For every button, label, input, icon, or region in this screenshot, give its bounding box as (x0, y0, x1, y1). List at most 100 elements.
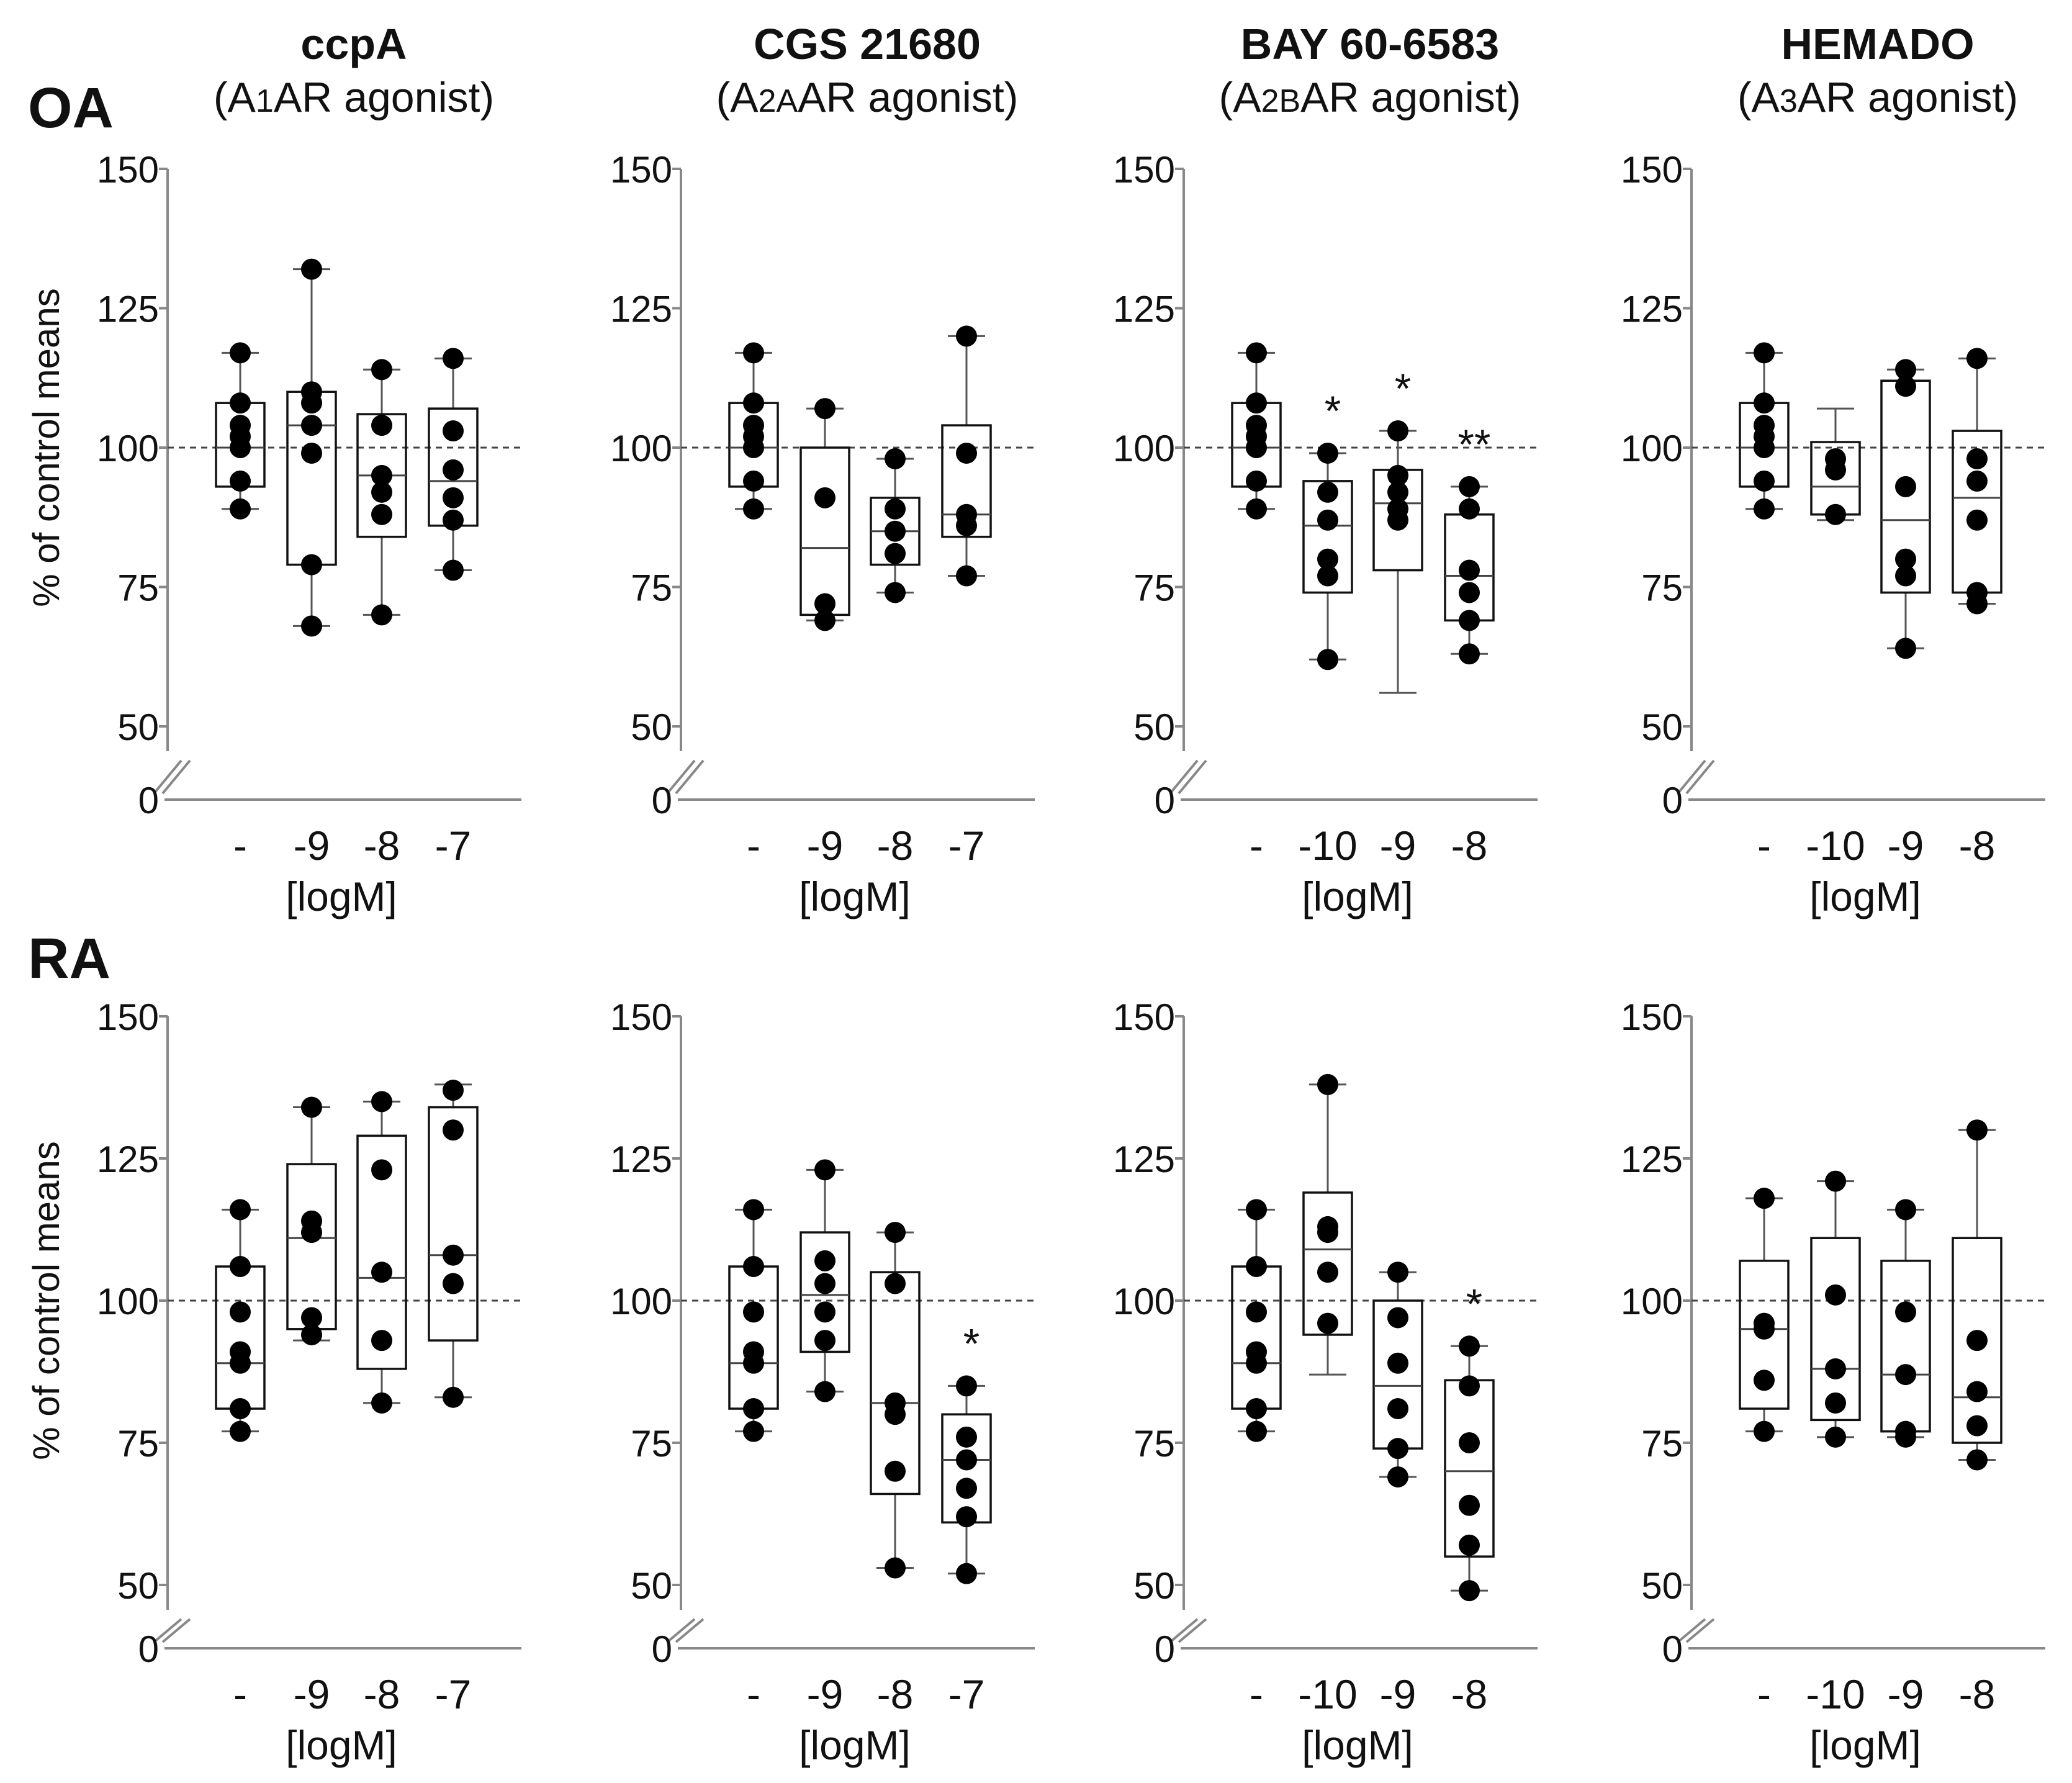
panel-ra-1: 0 50 75 100 125 150 - -9 -8 -7 [logM] (97, 996, 521, 1768)
data-point (814, 610, 836, 631)
data-point (230, 470, 251, 492)
box-iqr (1444, 1379, 1495, 1558)
x-tick-label: -10 (1298, 823, 1357, 869)
data-point (371, 359, 392, 381)
panels: OA % of control means RA % of control means… (25, 76, 2045, 1768)
data-point (443, 487, 464, 508)
x-tick-label: -8 (877, 1671, 914, 1717)
x-tick-label: - (1757, 1671, 1771, 1717)
y-tick-label: 150 (1621, 996, 1683, 1038)
data-point (956, 1506, 977, 1528)
box-iqr (1302, 480, 1353, 594)
y-tick-label: 100 (97, 428, 159, 469)
data-point (443, 559, 464, 581)
data-point (1246, 498, 1267, 520)
data-point (956, 515, 977, 536)
x-tick-label: -9 (1380, 823, 1417, 869)
y-axis-label: % of control means (25, 1141, 67, 1460)
x-axis-label: [logM] (799, 1722, 911, 1768)
y-tick-label: 125 (97, 1139, 159, 1180)
y-tick-label: 50 (117, 1565, 159, 1607)
data-point (743, 392, 764, 414)
x-tick-label: -7 (948, 1671, 985, 1717)
y-tick-label: 100 (610, 1281, 672, 1322)
data-point (1459, 1375, 1480, 1397)
data-point (371, 1392, 392, 1414)
data-point (443, 1119, 464, 1141)
data-point (1754, 1318, 1775, 1340)
data-point (814, 1301, 836, 1323)
y-tick-label: 50 (631, 1565, 672, 1607)
x-tick-label: - (747, 823, 760, 869)
x-tick-label: -8 (364, 1671, 400, 1717)
box-group: - (215, 1199, 266, 1717)
data-point (301, 1222, 322, 1244)
data-point (1895, 638, 1916, 659)
y-tick-label: 100 (1621, 428, 1683, 469)
data-point (743, 1256, 764, 1278)
data-point (230, 1352, 251, 1374)
data-point (1825, 1426, 1846, 1448)
data-point (1317, 509, 1338, 531)
axis-break-mark (1677, 1618, 1706, 1643)
y-tick-label: 50 (1641, 1565, 1683, 1607)
data-point (1825, 503, 1846, 525)
x-tick-label: -10 (1806, 1671, 1865, 1717)
data-point (956, 1375, 977, 1397)
data-point (743, 1301, 764, 1323)
y-tick-label: 75 (631, 567, 672, 609)
box-group: -9 (1372, 1262, 1423, 1717)
y-tick-label: 50 (1133, 1565, 1175, 1607)
axis-break-mark (153, 759, 182, 795)
data-point (1895, 548, 1916, 570)
data-point (301, 258, 322, 280)
data-point (1317, 548, 1338, 570)
data-point (1825, 1392, 1846, 1414)
data-point (1387, 1262, 1408, 1283)
data-point (1895, 565, 1916, 587)
y-tick-label: 125 (610, 1139, 672, 1180)
data-point (956, 1426, 977, 1448)
box-group: -9 (286, 1096, 337, 1717)
y-tick-label: 100 (610, 428, 672, 469)
x-tick-label: -8 (364, 823, 400, 869)
header-drug-name: HEMADO (1781, 20, 1974, 68)
data-point (885, 1273, 906, 1294)
y-tick-label: 0 (652, 780, 672, 821)
box-iqr (356, 1134, 407, 1370)
data-point (1459, 1432, 1480, 1453)
data-point (885, 498, 906, 520)
data-point (1246, 437, 1267, 458)
data-point (443, 1386, 464, 1408)
x-tick-label: -8 (1959, 823, 1996, 869)
data-point (1317, 1262, 1338, 1283)
y-tick-label: 0 (1155, 780, 1175, 821)
data-point (371, 1159, 392, 1181)
data-point (1459, 1580, 1480, 1602)
y-tick-label: 0 (1155, 1628, 1175, 1670)
x-tick-label: -9 (294, 823, 330, 869)
x-axis-label: [logM] (1302, 873, 1413, 919)
box-iqr (215, 1265, 266, 1410)
box-group: -7 (941, 325, 992, 869)
box-group: -8 (870, 448, 921, 869)
data-point (743, 470, 764, 492)
panel-ra-2: 0 50 75 100 125 150 - -9 -8 * -7 [logM] (610, 996, 1035, 1768)
data-point (371, 415, 392, 436)
box-group: - (1739, 342, 1790, 869)
data-point (443, 459, 464, 481)
data-point (1246, 470, 1267, 492)
data-point (1966, 448, 1988, 469)
data-point (1966, 1330, 1988, 1352)
box-group: - (1231, 342, 1282, 869)
y-axis-label: % of control means (25, 288, 67, 607)
axis-break-mark (666, 759, 696, 795)
data-point (1317, 481, 1338, 503)
data-point (1966, 509, 1988, 531)
data-point (885, 582, 906, 603)
x-tick-label: - (747, 1671, 760, 1717)
y-tick-label: 125 (97, 289, 159, 330)
data-point (1754, 470, 1775, 492)
axis-break-mark (161, 1618, 191, 1643)
data-point (1387, 420, 1408, 442)
